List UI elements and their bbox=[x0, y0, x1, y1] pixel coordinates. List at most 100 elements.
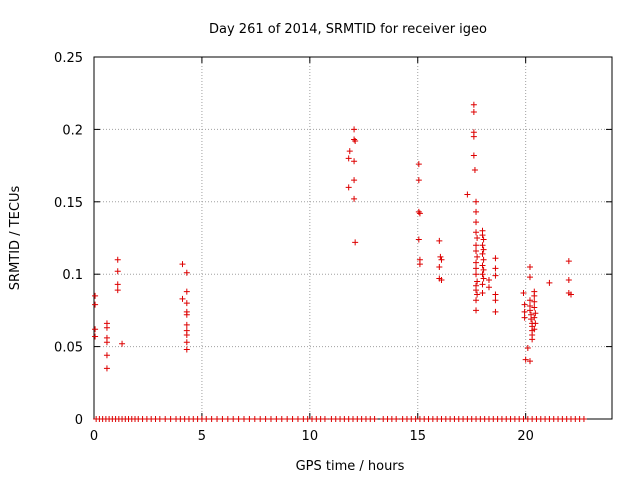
data-point bbox=[492, 308, 499, 315]
x-tick-label: 20 bbox=[517, 429, 534, 444]
data-point bbox=[531, 314, 538, 321]
data-point bbox=[521, 308, 528, 315]
zero-point bbox=[156, 416, 163, 422]
data-point bbox=[567, 291, 574, 298]
data-point bbox=[529, 336, 536, 343]
plot-frame bbox=[93, 56, 613, 420]
data-point bbox=[479, 290, 486, 297]
data-point bbox=[531, 298, 538, 305]
data-point bbox=[179, 261, 186, 268]
data-point bbox=[183, 288, 190, 295]
data-point bbox=[485, 284, 492, 291]
data-point bbox=[473, 271, 480, 278]
data-point bbox=[474, 235, 481, 241]
zero-point bbox=[371, 416, 378, 422]
data-point bbox=[522, 356, 529, 363]
data-point bbox=[345, 155, 352, 162]
zero-point bbox=[321, 416, 328, 422]
zero-point bbox=[262, 416, 269, 422]
data-point bbox=[352, 137, 359, 144]
data-point bbox=[479, 281, 486, 288]
zero-point bbox=[208, 416, 215, 422]
data-point bbox=[479, 232, 486, 239]
zero-point bbox=[273, 416, 280, 422]
data-point bbox=[183, 311, 190, 318]
x-tick-label: 5 bbox=[198, 429, 206, 444]
data-point bbox=[351, 158, 358, 165]
data-point bbox=[474, 291, 481, 298]
data-point bbox=[416, 210, 423, 217]
data-point bbox=[103, 324, 110, 331]
data-point bbox=[415, 177, 422, 184]
data-point bbox=[480, 266, 487, 273]
zero-point bbox=[278, 416, 285, 422]
data-point bbox=[351, 136, 358, 143]
zero-point bbox=[246, 416, 253, 422]
data-point bbox=[492, 291, 499, 298]
data-point bbox=[119, 340, 126, 347]
data-point bbox=[471, 166, 478, 173]
data-point bbox=[183, 300, 190, 307]
data-point bbox=[103, 339, 110, 346]
data-point bbox=[114, 287, 121, 294]
data-point bbox=[526, 307, 533, 314]
data-point bbox=[183, 346, 190, 353]
data-point bbox=[473, 219, 480, 226]
data-point bbox=[479, 250, 486, 257]
data-point bbox=[565, 276, 572, 283]
x-tick-label: 10 bbox=[302, 429, 319, 444]
data-point bbox=[183, 332, 190, 339]
data-point bbox=[479, 271, 486, 278]
data-point bbox=[521, 314, 528, 321]
data-point bbox=[179, 295, 186, 302]
data-point bbox=[473, 248, 480, 255]
data-point bbox=[436, 263, 443, 270]
data-point bbox=[345, 184, 352, 191]
zero-point bbox=[230, 416, 237, 422]
data-point bbox=[473, 208, 480, 215]
data-point bbox=[473, 297, 480, 304]
data-point bbox=[531, 292, 538, 299]
data-point bbox=[351, 195, 358, 202]
data-point bbox=[492, 297, 499, 304]
zero-point bbox=[214, 416, 221, 422]
data-point bbox=[473, 287, 480, 294]
data-point bbox=[532, 320, 539, 327]
data-point bbox=[473, 229, 480, 236]
data-point bbox=[470, 109, 477, 116]
data-point bbox=[524, 345, 531, 352]
x-tick-label: 0 bbox=[90, 429, 98, 444]
data-point bbox=[103, 365, 110, 372]
data-point bbox=[546, 279, 553, 286]
y-tick-label: 0.05 bbox=[54, 341, 83, 356]
data-point bbox=[114, 268, 121, 275]
tick-labels: 0 5 10 15 20 0 0.05 0.1 0.15 0.2 0.25 bbox=[54, 51, 534, 444]
zero-point bbox=[257, 416, 264, 422]
data-point bbox=[470, 133, 477, 140]
data-point bbox=[528, 316, 535, 323]
data-point bbox=[473, 307, 480, 314]
data-point bbox=[92, 326, 99, 333]
data-point bbox=[565, 258, 572, 265]
zero-point bbox=[167, 416, 174, 422]
data-point bbox=[474, 253, 481, 260]
data-point bbox=[526, 358, 533, 365]
data-point bbox=[351, 177, 358, 184]
data-point bbox=[473, 265, 480, 272]
data-point bbox=[438, 256, 445, 263]
data-point bbox=[473, 259, 480, 266]
data-point bbox=[92, 292, 99, 299]
data-point bbox=[437, 253, 444, 260]
data-point bbox=[92, 333, 99, 340]
data-point bbox=[480, 256, 487, 263]
chart-title: Day 261 of 2014, SRMTID for receiver ige… bbox=[209, 22, 487, 37]
data-point bbox=[114, 281, 121, 288]
zero-point bbox=[267, 416, 274, 422]
data-point bbox=[464, 191, 471, 198]
data-point bbox=[473, 198, 480, 205]
y-tick-label: 0.25 bbox=[54, 51, 83, 66]
data-point bbox=[470, 101, 477, 108]
y-tick-label: 0.15 bbox=[54, 196, 83, 211]
data-point bbox=[526, 263, 533, 270]
data-point bbox=[526, 297, 533, 304]
